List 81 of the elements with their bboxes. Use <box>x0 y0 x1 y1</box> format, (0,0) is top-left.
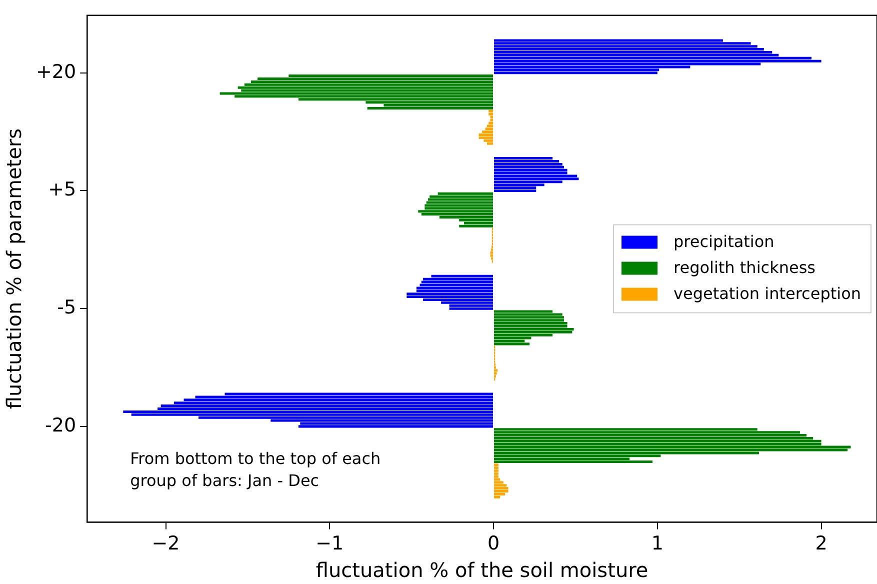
bar <box>298 425 494 428</box>
x-tick-label: 0 <box>487 532 500 555</box>
bar <box>494 316 564 319</box>
bar <box>494 319 564 322</box>
y-tick-label: -20 <box>45 414 76 436</box>
bar <box>494 448 848 452</box>
legend-label: precipitation <box>674 232 774 251</box>
bar <box>494 72 658 74</box>
legend-label: vegetation interception <box>674 284 861 303</box>
bar <box>494 328 574 330</box>
bar <box>494 166 564 168</box>
bar <box>421 280 494 284</box>
bar <box>488 112 494 116</box>
bar <box>494 475 498 478</box>
bar <box>220 92 494 95</box>
bar <box>494 490 508 493</box>
bar <box>160 404 494 408</box>
bar <box>416 286 494 290</box>
bar <box>426 201 494 204</box>
bar <box>494 472 498 475</box>
bar <box>494 60 822 62</box>
bar <box>490 254 494 257</box>
bar <box>421 213 494 216</box>
bar <box>449 307 494 310</box>
bar <box>420 284 494 286</box>
x-axis-title: fluctuation % of the soil moisture <box>316 558 648 582</box>
bar <box>423 278 494 280</box>
bar <box>494 168 568 172</box>
bar <box>486 142 494 145</box>
bar <box>494 484 507 487</box>
bar <box>494 492 505 496</box>
bar <box>406 296 494 298</box>
bar <box>478 136 494 139</box>
bar <box>494 160 560 163</box>
bar <box>430 195 494 198</box>
bar <box>494 466 498 469</box>
bar <box>494 440 822 442</box>
bar <box>494 469 498 472</box>
bar <box>123 410 494 413</box>
bar <box>488 110 494 112</box>
bar <box>418 210 494 213</box>
bar <box>485 128 494 130</box>
bar <box>494 162 562 166</box>
y-tick-label: +20 <box>36 60 76 83</box>
bar <box>486 124 494 128</box>
bar <box>494 189 536 192</box>
bar <box>482 130 494 134</box>
bar <box>494 481 504 484</box>
bar <box>494 372 497 375</box>
bar <box>494 322 568 325</box>
bar <box>494 369 498 372</box>
bar <box>494 313 562 316</box>
bar <box>367 106 494 110</box>
bar <box>494 460 652 464</box>
bar <box>488 122 494 124</box>
y-tick-label: +5 <box>48 178 76 201</box>
legend-label: regolith thickness <box>674 258 816 277</box>
bar <box>459 224 494 228</box>
bar <box>478 133 494 136</box>
bar <box>490 118 494 122</box>
bar <box>238 86 494 89</box>
x-tick-label: 1 <box>651 532 664 555</box>
bar <box>494 446 851 448</box>
annotation: From bottom to the top of each group of bars: Jan - Dec <box>130 449 381 490</box>
bar <box>490 116 494 118</box>
bar <box>494 330 572 334</box>
x-tick-label: −1 <box>316 532 344 555</box>
x-tick-label: 2 <box>815 532 828 555</box>
bar <box>424 204 494 207</box>
bar <box>494 342 530 346</box>
bar <box>494 174 578 178</box>
bar <box>428 198 494 201</box>
bar <box>490 251 494 254</box>
y-axis-title: fluctuation % of parameters <box>2 128 26 410</box>
bar <box>494 463 498 466</box>
bar <box>494 478 500 481</box>
bar <box>406 292 494 296</box>
x-tick-label: −2 <box>152 532 180 555</box>
bar <box>494 487 508 490</box>
bar <box>494 178 579 180</box>
y-tick-label: -5 <box>57 296 76 319</box>
